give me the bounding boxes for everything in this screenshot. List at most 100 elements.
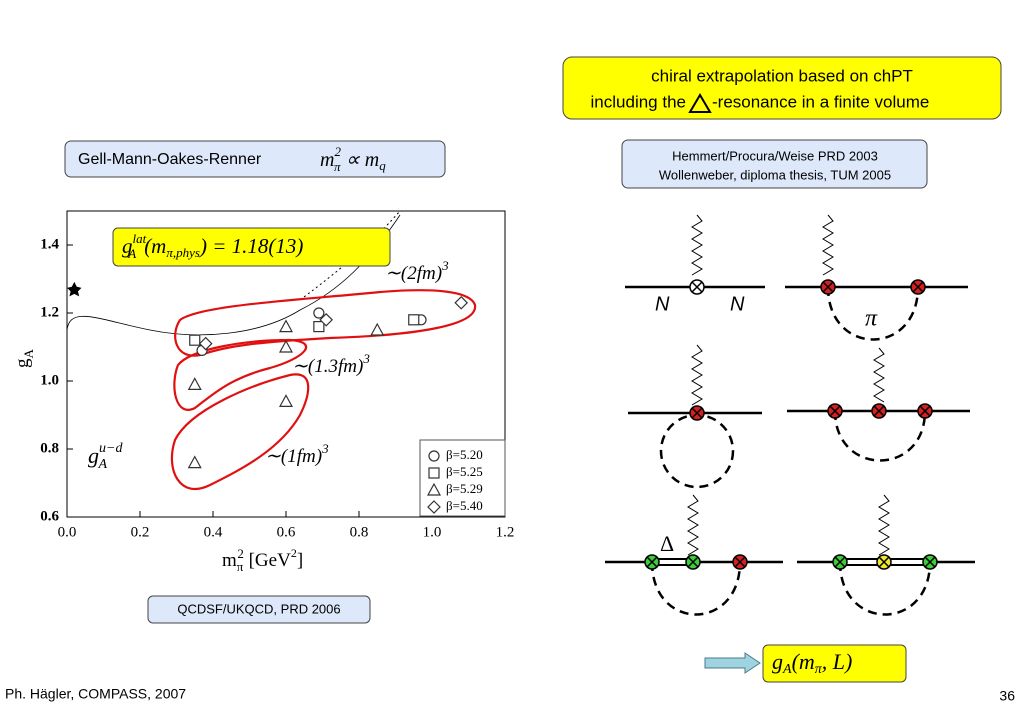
f: m (320, 149, 334, 171)
x-tick-label: 0.8 (350, 524, 369, 540)
label-n: N (655, 293, 670, 315)
point (427, 500, 441, 514)
math-part: ∼(1fm) (265, 446, 322, 467)
arrow (704, 652, 761, 674)
point (313, 307, 325, 319)
point (278, 319, 294, 333)
vertex-cross (687, 556, 699, 568)
math-part: g (88, 443, 99, 468)
gmor-text: Gell-Mann-Oakes-Renner (78, 151, 262, 168)
point (278, 394, 294, 407)
point (428, 467, 440, 479)
diagrams (605, 214, 975, 616)
vertex-cross (734, 556, 746, 568)
point (198, 336, 213, 351)
current (878, 494, 890, 556)
pion-loop (826, 286, 920, 341)
gmor-label: Gell-Mann-Oakes-Renner (78, 151, 262, 168)
f: , L) (822, 649, 853, 674)
f: 2 (334, 144, 341, 159)
pion-loop (838, 561, 932, 616)
f: A (782, 662, 792, 677)
vertex-cross (822, 281, 834, 293)
gmor-formula: m2 π ∝ mq (320, 144, 386, 174)
point (187, 377, 202, 390)
chiral-line2b: -resonance in a finite volume (712, 92, 929, 111)
vertex-cross (691, 281, 703, 293)
pion-loop (650, 561, 742, 616)
math-part: 3 (321, 441, 329, 456)
source-box (147, 595, 371, 624)
source: QCDSF/UKQCD, PRD 2006 (177, 601, 340, 616)
current (691, 344, 703, 406)
math-part: [GeV (244, 550, 291, 571)
current (873, 347, 885, 403)
f: q (379, 158, 386, 173)
y-tick-label: 1.0 (40, 372, 59, 388)
current (691, 214, 703, 276)
result: gA(mπ, L) (772, 649, 852, 677)
y-tick-label: 0.8 (40, 440, 59, 456)
math-part: ] (297, 550, 303, 571)
chiral-line2a: including the (591, 92, 686, 111)
math-part: u−d (99, 441, 123, 456)
math-part: π,phys (166, 245, 200, 260)
legend-label: β=5.20 (446, 447, 483, 462)
f: ∝ m (340, 149, 379, 171)
page-number: 36 (999, 688, 1015, 704)
annotation: ∼(1.3fm)3 (292, 351, 370, 377)
math-part: A (127, 246, 136, 261)
y-axis-label: gA (12, 349, 36, 369)
y-tick-label: 0.6 (40, 508, 59, 524)
label-n: N (730, 293, 745, 315)
math-part: 2 (291, 546, 297, 560)
ref: Wollenweber, diploma thesis, TUM 2005 (659, 167, 891, 182)
delta-icon (688, 93, 712, 113)
math-part: m (222, 550, 237, 571)
vertex-cross (829, 405, 841, 417)
gmor-box (64, 140, 446, 178)
math-part: π (237, 559, 244, 574)
vertex-cross (873, 405, 885, 417)
f: π (815, 662, 823, 677)
point (408, 314, 420, 326)
vertex-cross (834, 556, 846, 568)
math-part: 3 (362, 351, 370, 366)
vertex-cross (924, 556, 936, 568)
legend-label: β=5.40 (446, 498, 483, 513)
point (454, 295, 469, 310)
result-box (762, 644, 907, 683)
volume-contour (170, 373, 310, 491)
x-tick-label: 0.2 (131, 524, 150, 540)
x-tick-label: 1.0 (423, 524, 442, 540)
ref: Hemmert/Procura/Weise PRD 2003 (672, 148, 878, 163)
math-part: A (97, 457, 107, 472)
point (187, 455, 202, 469)
vertex-cross (878, 556, 890, 568)
point (313, 321, 325, 333)
math-part: 3 (441, 258, 449, 273)
math-part: g (122, 234, 133, 258)
gud-label: gu−d A (88, 441, 123, 472)
refs-box (621, 139, 928, 189)
current (822, 214, 834, 276)
point (370, 322, 385, 336)
x-axis-label: mπ2 [GeV2] (222, 546, 303, 574)
pion-loop (833, 410, 927, 462)
volume-contour (173, 338, 308, 411)
plot: 0.0 0.2 0.4 0.6 0.8 1.0 1.20.60.81.01.21.4 glat… (12, 210, 514, 574)
point (189, 334, 201, 346)
pion-loop (659, 413, 735, 489)
fit-curve (66, 214, 401, 336)
vertex-cross (919, 405, 931, 417)
fit-curve-dotted (299, 210, 401, 301)
vertex-cross (646, 556, 658, 568)
result-label: glat A (mπ,phys) = 1.18(13) (122, 231, 303, 261)
result-label-box (112, 227, 391, 267)
y-tick-label: 1.2 (40, 304, 59, 320)
footer-left: Ph. Hägler, COMPASS, 2007 (5, 686, 186, 702)
label-pi: π (865, 306, 878, 332)
math-part: (m (144, 234, 166, 258)
x-tick-label: 0.4 (204, 524, 223, 540)
